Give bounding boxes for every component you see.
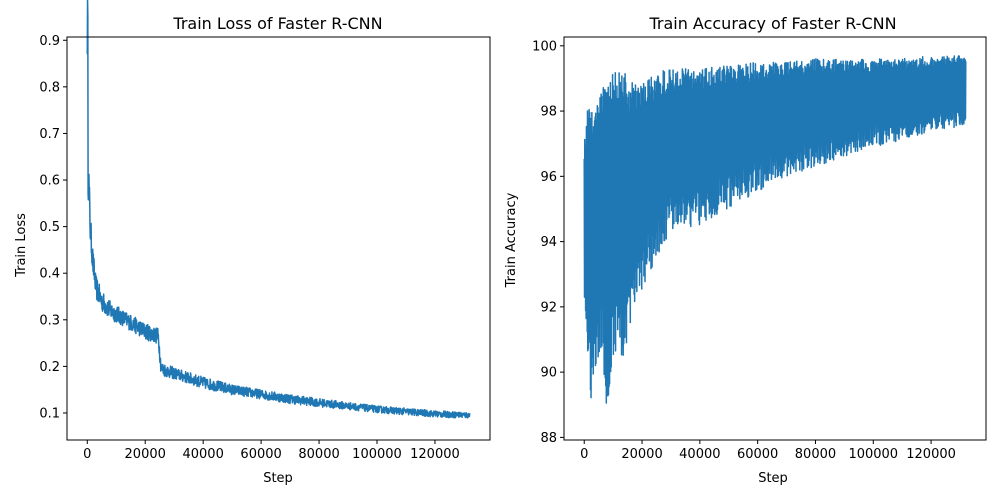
plot-frame [66,36,491,441]
x-tick-label: 0 [580,447,588,462]
y-tick-label: 0.6 [39,174,60,189]
y-tick-label: 90 [540,366,557,381]
y-tick-label: 94 [540,235,557,250]
y-tick-label: 0.9 [39,34,60,49]
x-tick-label: 100000 [352,447,402,462]
y-tick-label: 92 [540,300,557,315]
x-tick-label: 20000 [621,447,662,462]
x-tick-label: 60000 [737,447,778,462]
x-tick-label: 60000 [240,447,281,462]
loss-chart: Train Loss of Faster R-CNN Step Train Lo… [14,0,491,486]
x-tick-label: 0 [83,447,91,462]
accuracy-chart: Train Accuracy of Faster R-CNN Step Trai… [504,14,987,486]
y-tick-label: 0.5 [39,220,60,235]
y-tick-label: 0.3 [39,313,60,328]
y-tick-label: 0.4 [39,267,60,282]
y-tick-label: 0.2 [39,360,60,375]
x-tick-label: 120000 [906,447,956,462]
x-tick-label: 20000 [125,447,166,462]
y-tick-label: 96 [540,170,557,185]
chart-title: Train Loss of Faster R-CNN [172,14,382,33]
x-axis-label: Step [263,471,293,486]
y-tick-label: 0.7 [39,127,60,142]
y-tick-label: 100 [532,39,557,54]
y-tick-label: 0.1 [39,406,60,421]
y-axis-label: Train Loss [14,213,29,278]
series-line [583,55,967,404]
x-tick-label: 40000 [679,447,720,462]
plot-frame [563,36,987,441]
x-tick-label: 80000 [298,447,339,462]
x-tick-label: 40000 [182,447,223,462]
y-tick-label: 0.8 [39,80,60,95]
x-tick-label: 80000 [795,447,836,462]
y-tick-label: 88 [540,431,557,446]
x-tick-label: 120000 [410,447,460,462]
series-line [86,0,471,419]
y-tick-label: 98 [540,105,557,120]
x-tick-label: 100000 [848,447,898,462]
chart-title: Train Accuracy of Faster R-CNN [648,14,896,33]
x-axis-label: Step [758,471,788,486]
y-axis-label: Train Accuracy [504,192,519,288]
